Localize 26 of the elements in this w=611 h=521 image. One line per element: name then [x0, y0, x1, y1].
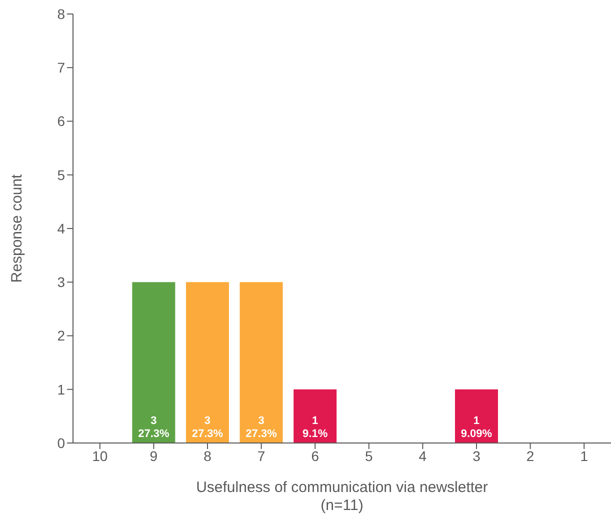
x-tick-label: 2: [526, 448, 534, 464]
data-label: 3 27.3%: [138, 415, 170, 440]
y-tick-label: 8: [57, 6, 66, 22]
y-tick-label: 5: [57, 166, 66, 183]
y-tick-label: 4: [57, 220, 66, 236]
y-axis-title: Response count: [8, 173, 26, 283]
data-label: 1 9.09%: [460, 415, 492, 440]
y-tick-label: 7: [57, 60, 66, 76]
y-tick-label: 3: [57, 274, 66, 290]
x-tick-label: 5: [365, 448, 373, 464]
y-tick-label: 6: [57, 113, 66, 130]
y-tick-label: 2: [57, 328, 66, 344]
x-tick-label: 4: [418, 448, 427, 464]
x-axis-title: Usefulness of communication via newsletter (n=11): [195, 479, 489, 515]
x-tick-label: 3: [472, 448, 481, 464]
data-label: 3 27.3%: [192, 415, 224, 440]
data-label: 1 9.1%: [302, 415, 328, 440]
x-tick-label: 6: [311, 448, 320, 464]
x-tick-label: 1: [580, 448, 588, 464]
y-tick-label: 1: [57, 381, 66, 398]
x-tick-label: 8: [204, 448, 212, 464]
x-tick-label: 7: [257, 448, 266, 464]
x-tick-label: 9: [150, 448, 158, 464]
y-tick-label: 0: [57, 434, 66, 451]
x-tick-label: 10: [92, 448, 108, 464]
data-label: 3 27.3%: [246, 415, 278, 440]
